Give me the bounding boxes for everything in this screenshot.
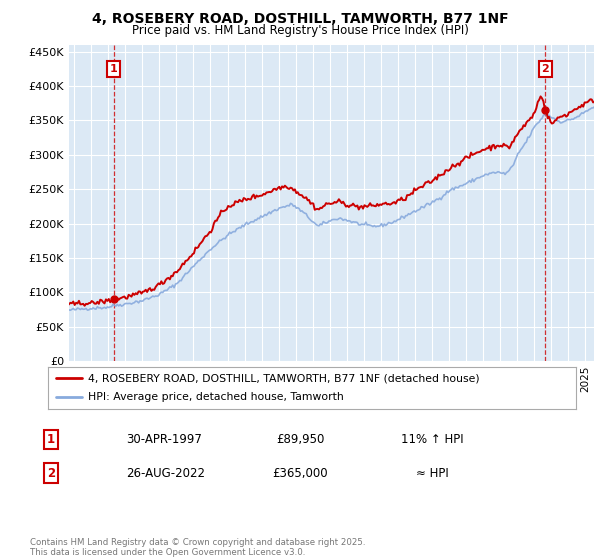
Text: 26-AUG-2022: 26-AUG-2022 xyxy=(126,466,205,480)
Text: ≈ HPI: ≈ HPI xyxy=(416,466,448,480)
Text: 4, ROSEBERY ROAD, DOSTHILL, TAMWORTH, B77 1NF: 4, ROSEBERY ROAD, DOSTHILL, TAMWORTH, B7… xyxy=(92,12,508,26)
Text: 11% ↑ HPI: 11% ↑ HPI xyxy=(401,433,463,446)
Text: Contains HM Land Registry data © Crown copyright and database right 2025.
This d: Contains HM Land Registry data © Crown c… xyxy=(30,538,365,557)
Text: Price paid vs. HM Land Registry's House Price Index (HPI): Price paid vs. HM Land Registry's House … xyxy=(131,24,469,37)
Text: 2: 2 xyxy=(47,466,55,480)
Text: 4, ROSEBERY ROAD, DOSTHILL, TAMWORTH, B77 1NF (detached house): 4, ROSEBERY ROAD, DOSTHILL, TAMWORTH, B7… xyxy=(88,373,479,383)
Text: 1: 1 xyxy=(47,433,55,446)
Text: 2: 2 xyxy=(542,64,549,74)
Text: 1: 1 xyxy=(110,64,118,74)
Text: £365,000: £365,000 xyxy=(272,466,328,480)
Text: £89,950: £89,950 xyxy=(276,433,324,446)
Text: HPI: Average price, detached house, Tamworth: HPI: Average price, detached house, Tamw… xyxy=(88,393,343,403)
Text: 30-APR-1997: 30-APR-1997 xyxy=(126,433,202,446)
